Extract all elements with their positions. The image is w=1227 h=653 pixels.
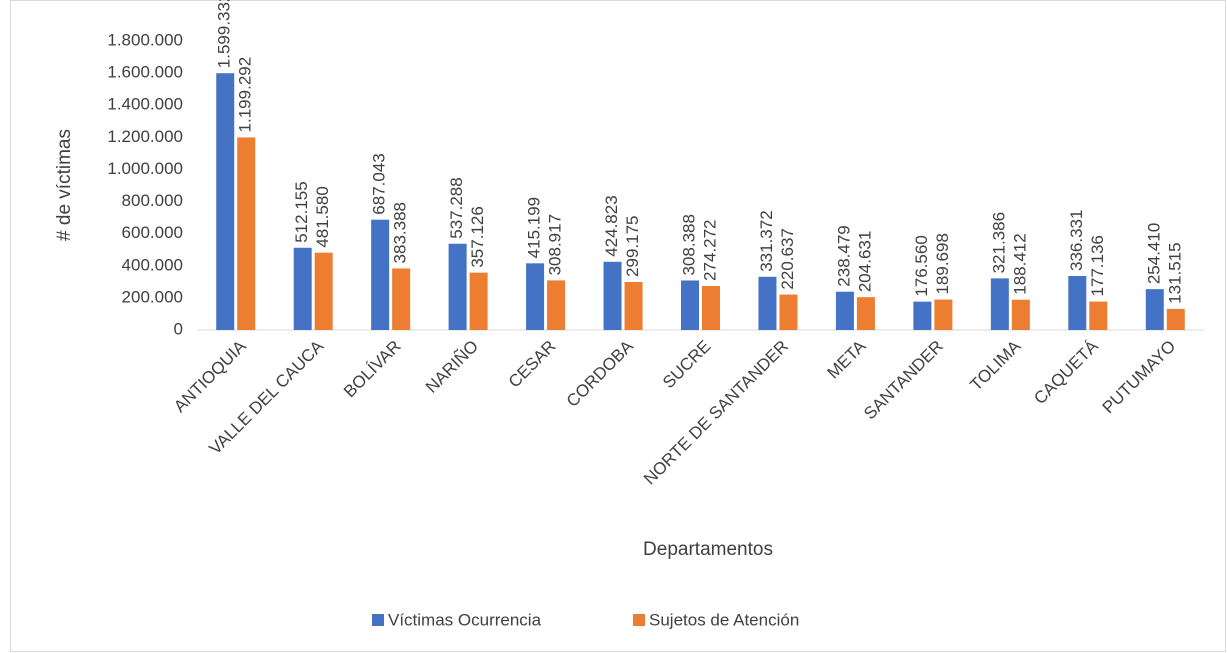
y-axis-title: # de víctimas (54, 129, 75, 241)
bar (990, 278, 1009, 330)
bar (856, 297, 875, 330)
bar (216, 73, 235, 331)
value-label: 321.386 (989, 212, 1008, 273)
value-label: 204.631 (855, 231, 874, 292)
bar (448, 243, 467, 330)
value-label: 299.175 (623, 216, 642, 277)
y-tick-label: 200.000 (122, 287, 183, 306)
y-tick-label: 400.000 (122, 255, 183, 274)
bar (371, 219, 390, 330)
bar (681, 280, 699, 330)
y-tick-label: 1.400.000 (107, 95, 183, 114)
bar (1068, 276, 1087, 330)
bar (1145, 289, 1164, 330)
y-tick-label: 1.800.000 (107, 30, 183, 49)
value-label: 238.479 (834, 225, 853, 286)
bar (392, 268, 411, 330)
value-label: 537.288 (447, 177, 466, 238)
legend-label: Víctimas Ocurrencia (388, 610, 542, 629)
bar (1166, 308, 1185, 330)
value-label: 424.823 (602, 195, 621, 256)
bar (779, 294, 798, 330)
value-label: 687.043 (370, 153, 389, 214)
bar (314, 252, 333, 330)
bar (758, 276, 777, 330)
bar (702, 285, 720, 330)
bar (1089, 301, 1108, 330)
value-label: 176.560 (912, 235, 931, 296)
value-label: 357.126 (468, 206, 487, 267)
y-tick-label: 0 (174, 319, 183, 338)
value-label: 220.637 (778, 228, 797, 289)
y-tick-label: 800.000 (122, 191, 183, 210)
value-label: 1.199.292 (236, 57, 255, 133)
y-tick-label: 600.000 (122, 223, 183, 242)
value-label: 481.580 (313, 186, 332, 247)
value-label: 188.412 (1010, 233, 1029, 294)
legend-swatch (372, 614, 384, 626)
x-axis-title: Departamentos (643, 539, 773, 560)
legend-label: Sujetos de Atención (649, 610, 799, 629)
y-tick-label: 1.200.000 (107, 127, 183, 146)
bar (913, 301, 932, 330)
value-label: 308.917 (546, 214, 565, 275)
bar (293, 247, 312, 330)
bar (934, 299, 953, 330)
bar (469, 272, 488, 330)
value-label: 274.272 (700, 220, 719, 281)
bar (237, 137, 256, 330)
bar (547, 280, 566, 330)
value-label: 177.136 (1088, 235, 1107, 296)
bar (624, 281, 643, 330)
value-label: 331.372 (757, 210, 776, 271)
bar (603, 261, 622, 330)
value-label: 1.599.332 (215, 0, 234, 68)
value-label: 383.388 (391, 202, 410, 263)
bar (526, 263, 545, 330)
value-label: 512.155 (292, 181, 311, 242)
y-tick-label: 1.600.000 (107, 63, 183, 82)
value-label: 131.515 (1165, 242, 1184, 303)
value-label: 415.199 (525, 197, 544, 258)
value-label: 308.388 (679, 214, 698, 275)
value-label: 254.410 (1144, 223, 1163, 284)
value-label: 336.331 (1067, 210, 1086, 271)
value-label: 189.698 (933, 233, 952, 294)
bar (1011, 299, 1030, 330)
legend-swatch (633, 614, 645, 626)
y-tick-label: 1.000.000 (107, 159, 183, 178)
bar (835, 291, 854, 330)
